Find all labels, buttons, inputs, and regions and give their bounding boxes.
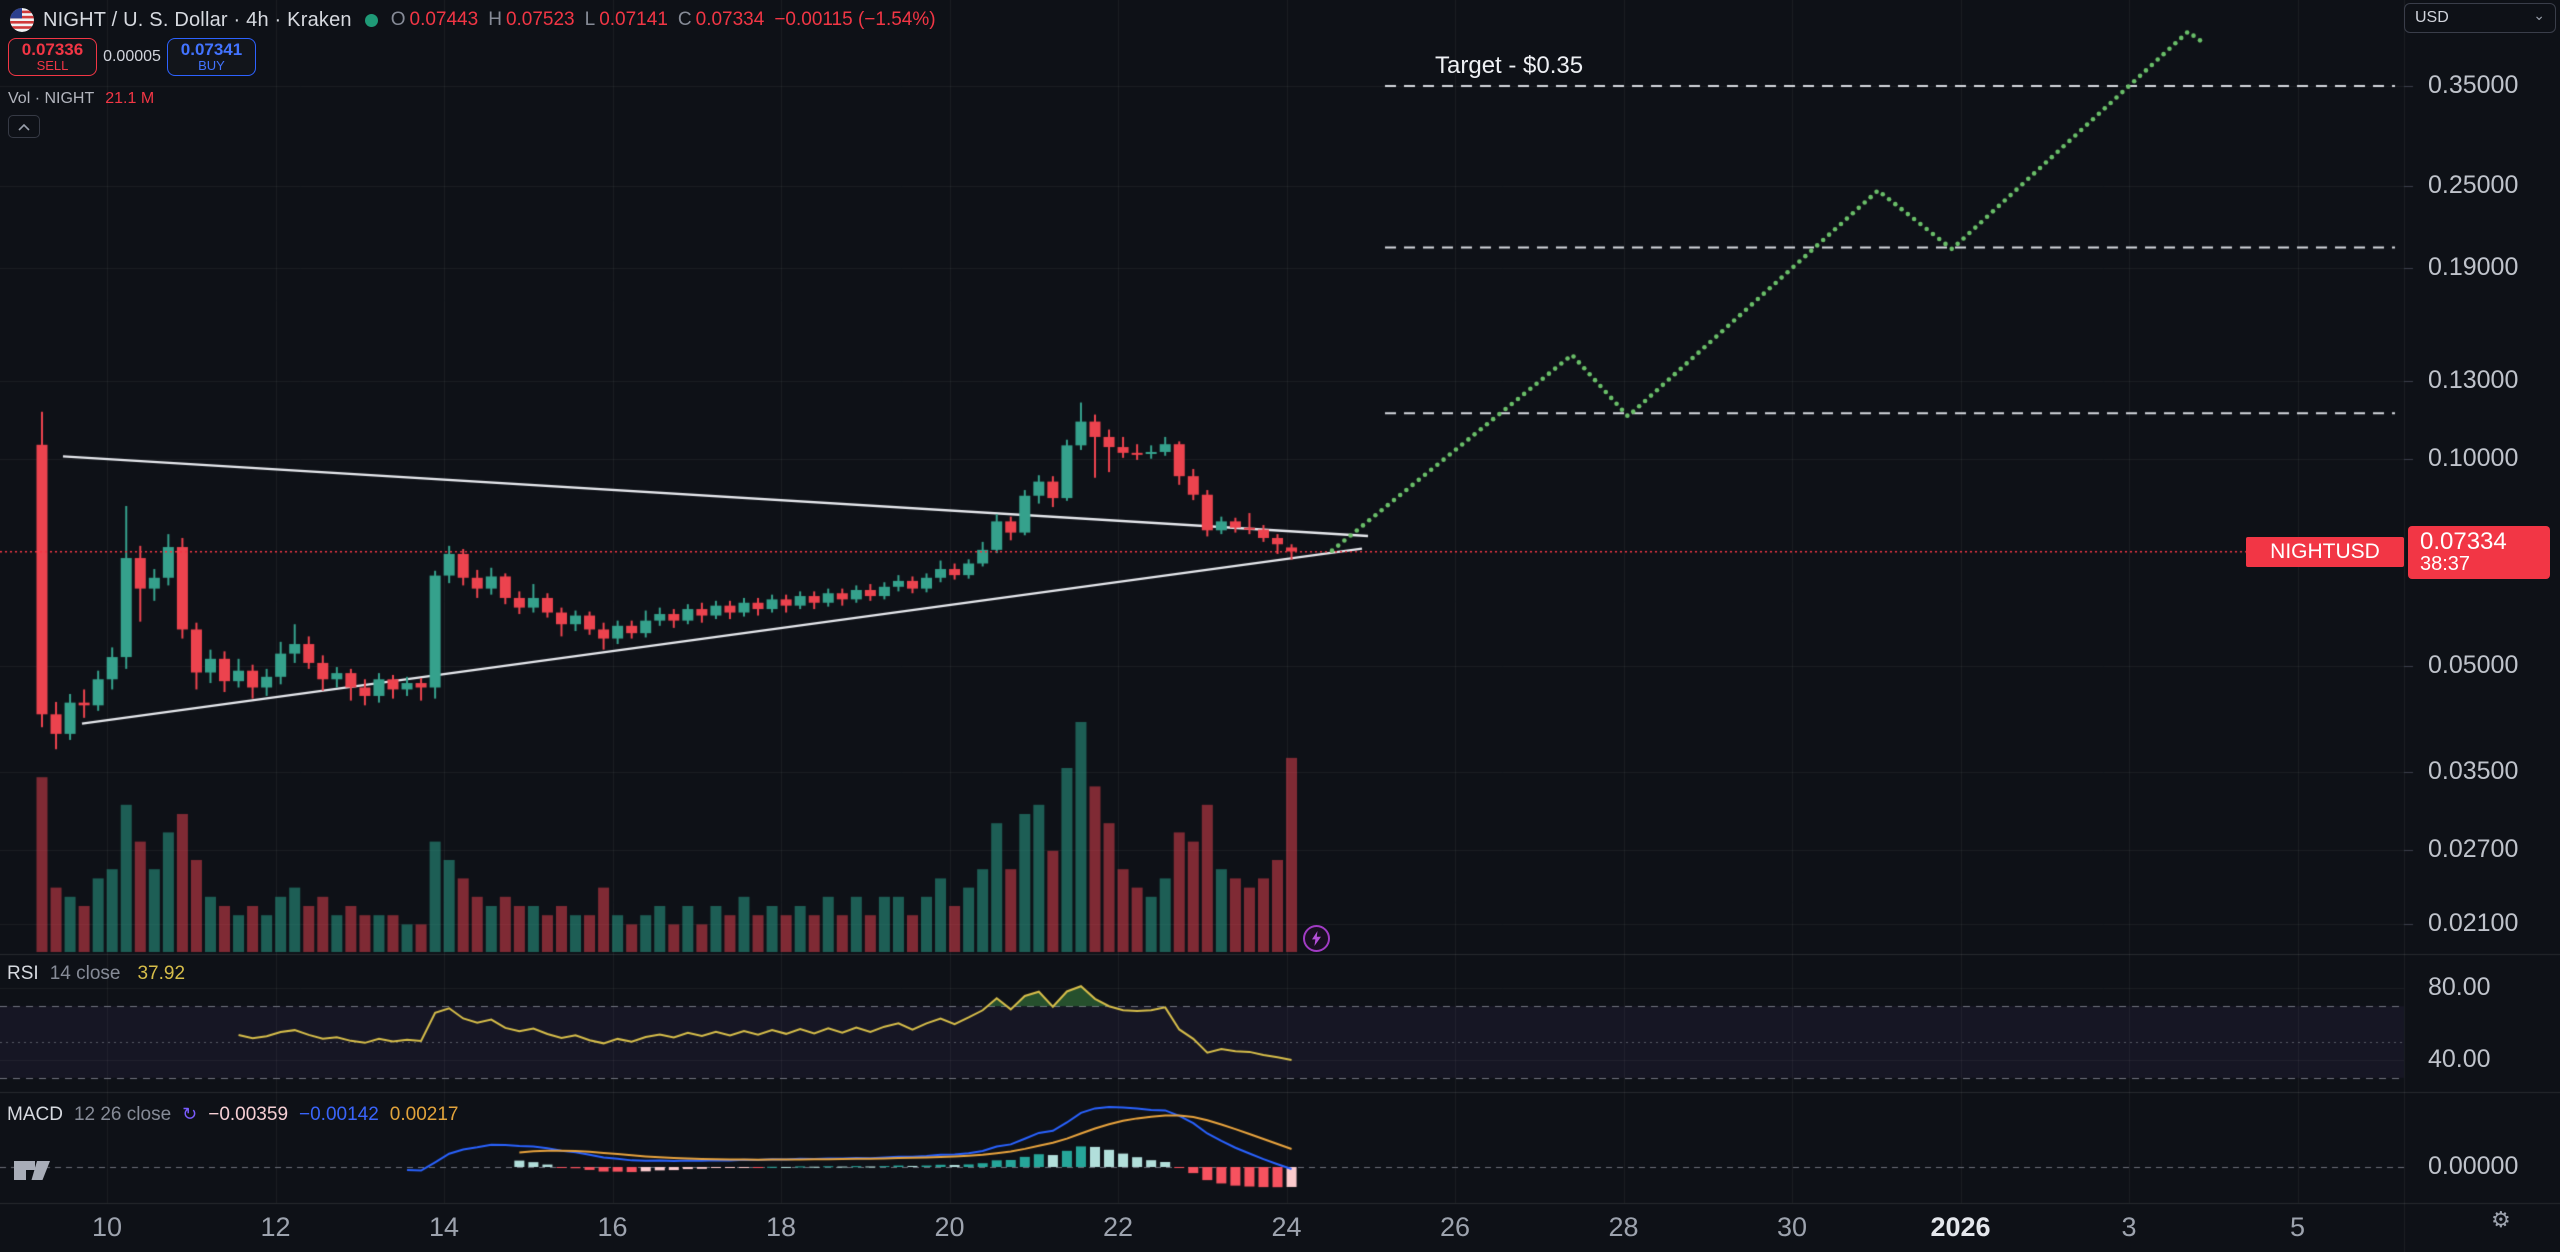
buy-price: 0.07341 [180, 39, 243, 59]
rsi-params: 14 close [49, 963, 121, 984]
trade-panel: 0.07336 SELL 0.00005 0.07341 BUY [8, 38, 256, 76]
price-axis-label: 0.25000 [2428, 171, 2519, 200]
time-axis-label: 5 [2289, 1212, 2306, 1242]
us-flag-icon [10, 8, 34, 32]
market-status-dot-icon[interactable] [364, 13, 378, 27]
refresh-loop-icon[interactable]: ↻ [182, 1104, 198, 1124]
volume-label[interactable]: Vol · NIGHT [8, 90, 95, 107]
price-axis-label: 0.13000 [2428, 366, 2519, 395]
last-price-axis-box: 0.07334 38:37 [2408, 526, 2550, 579]
time-axis-label: 30 [1776, 1212, 1808, 1242]
price-axis-label: 0.19000 [2428, 253, 2519, 282]
close-value: 0.07334 [695, 9, 765, 30]
time-axis-label: 14 [428, 1212, 460, 1242]
rsi-name: RSI [7, 963, 39, 984]
symbol-title[interactable]: NIGHT / U. S. Dollar · 4h · Kraken [43, 8, 352, 31]
bar-countdown: 38:37 [2420, 553, 2471, 576]
time-axis-label: 10 [91, 1212, 123, 1242]
price-axis-label: 0.02700 [2428, 834, 2519, 863]
chevron-down-icon: ⌄ [2533, 6, 2545, 23]
target-annotation[interactable]: Target - $0.35 [1435, 52, 1584, 79]
macd-axis-label: 0.00000 [2428, 1152, 2519, 1180]
spread-value: 0.00005 [103, 48, 161, 65]
sell-button[interactable]: 0.07336 SELL [8, 38, 97, 76]
volume-status-row: Vol · NIGHT 21.1 M [8, 90, 154, 108]
tradingview-logo-icon[interactable] [14, 1161, 50, 1186]
buy-button[interactable]: 0.07341 BUY [167, 38, 256, 76]
rsi-axis-label: 80.00 [2428, 973, 2491, 1002]
low-value: 0.07141 [599, 9, 668, 30]
collapse-panel-button[interactable] [8, 115, 40, 138]
price-axis-label: 0.03500 [2428, 757, 2519, 786]
macd-name: MACD [7, 1104, 63, 1125]
macd-status-row[interactable]: MACD 12 26 close ↻ −0.00359 −0.00142 0.0… [7, 1104, 458, 1126]
low-label: L [584, 9, 596, 30]
currency-value: USD [2415, 9, 2449, 26]
chevron-up-icon [18, 118, 30, 136]
last-price-value: 0.07334 [2420, 528, 2507, 555]
macd-line-value: −0.00142 [299, 1104, 379, 1125]
sell-label: SELL [36, 58, 69, 74]
time-axis-label: 3 [2121, 1212, 2137, 1242]
lightning-event-icon[interactable] [1303, 925, 1330, 952]
rsi-axis-label: 40.00 [2428, 1044, 2491, 1073]
price-axis-label: 0.10000 [2428, 444, 2519, 473]
sell-price: 0.07336 [21, 39, 84, 59]
macd-params: 12 26 close [73, 1104, 172, 1125]
rsi-status-row[interactable]: RSI 14 close 37.92 [7, 963, 185, 985]
high-value: 0.07523 [505, 9, 575, 30]
open-label: O [390, 9, 406, 30]
time-axis-label: 24 [1271, 1212, 1302, 1242]
macd-signal-value: 0.00217 [389, 1104, 459, 1125]
time-axis-label: 16 [597, 1212, 628, 1242]
time-axis-label: 26 [1439, 1212, 1471, 1242]
price-axis-label: 0.35000 [2428, 71, 2519, 99]
time-axis-label: 28 [1608, 1212, 1639, 1242]
high-label: H [488, 9, 502, 30]
buy-label: BUY [198, 58, 225, 74]
time-axis-label: 18 [765, 1212, 797, 1242]
price-axis-label: 0.02100 [2428, 909, 2519, 938]
ohlc-values: O 0.07443 H 0.07523 L 0.07141 C 0.07334 −0.0… [391, 9, 936, 31]
volume-value: 21.1 M [105, 90, 155, 107]
time-axis-label: 20 [934, 1212, 965, 1242]
symbol-header: NIGHT / U. S. Dollar · 4h · Kraken O 0.07… [10, 8, 936, 32]
close-label: C [677, 9, 692, 30]
time-axis-label: 22 [1102, 1212, 1134, 1242]
time-axis-label: 12 [260, 1212, 291, 1242]
change-value: −0.00115 (−1.54%) [774, 9, 936, 30]
open-value: 0.07443 [409, 9, 479, 30]
currency-selector[interactable]: USD ⌄ [2404, 3, 2556, 33]
macd-hist-value: −0.00359 [208, 1104, 289, 1125]
time-axis-label: 2026 [1930, 1212, 1991, 1242]
last-price-symbol-badge: NIGHTUSD [2246, 537, 2404, 567]
price-axis-label: 0.05000 [2428, 650, 2519, 679]
rsi-value: 37.92 [137, 963, 186, 984]
gear-icon[interactable]: ⚙ [2491, 1207, 2511, 1232]
